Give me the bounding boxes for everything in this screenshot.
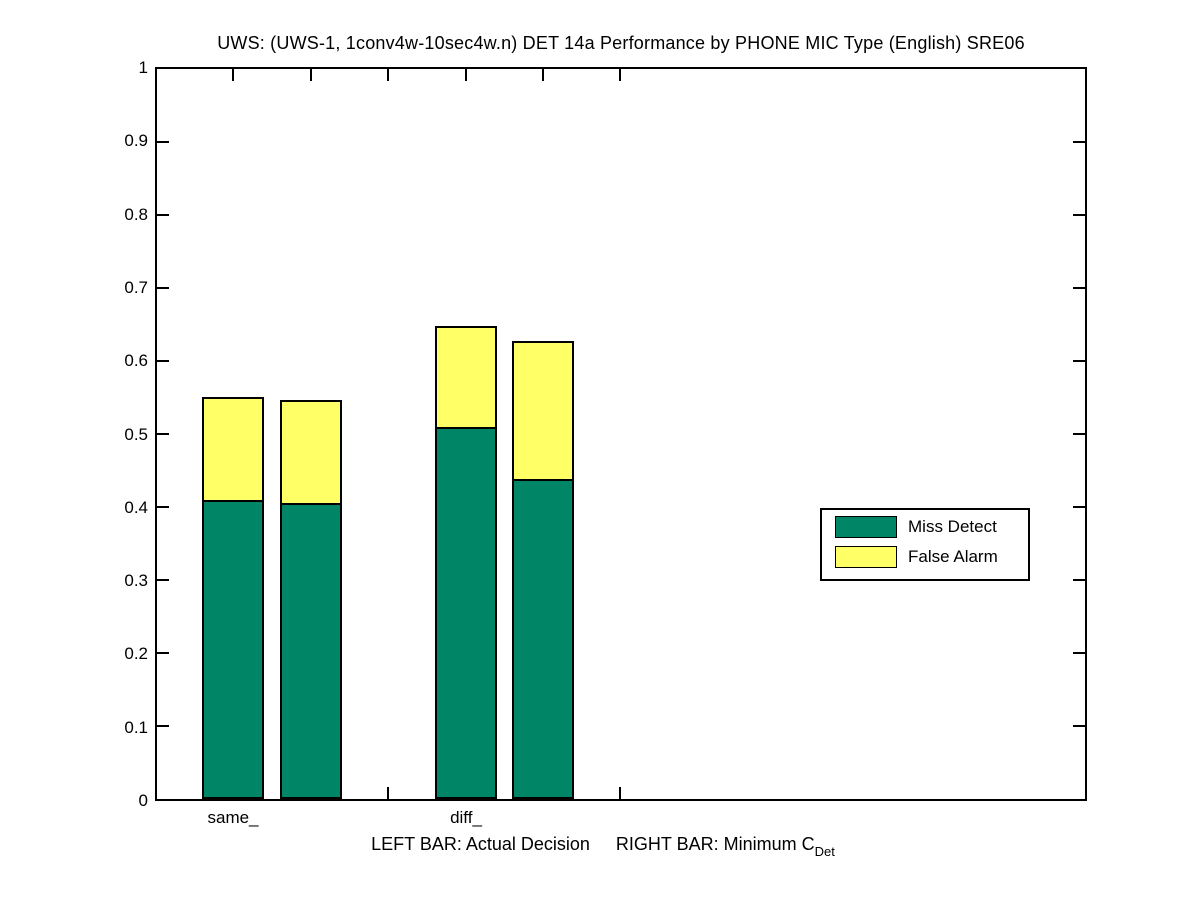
y-tick-label: 0	[138, 791, 148, 810]
y-tick-label: 1	[138, 58, 148, 77]
segment-miss-detect	[514, 479, 572, 797]
y-tick-label: 0.6	[124, 351, 148, 371]
axis-footnote: LEFT BAR: Actual Decision RIGHT BAR: Mini…	[156, 834, 1050, 859]
y-axis-tick-right	[1073, 287, 1085, 289]
x-axis-tick-top	[619, 69, 621, 81]
legend-label-false-alarm: False Alarm	[908, 547, 998, 566]
legend-label-miss-detect: Miss Detect	[908, 517, 997, 536]
y-axis-tick-right	[1073, 141, 1085, 143]
y-tick-label: 0.1	[124, 717, 148, 737]
x-axis-tick-top	[232, 69, 234, 81]
y-tick-label: 0.5	[124, 424, 148, 444]
y-axis-tick-right	[1073, 433, 1085, 435]
y-axis-tick-left	[157, 214, 169, 216]
y-axis-tick-left	[157, 433, 169, 435]
footnote-left-bar-text: LEFT BAR: Actual Decision	[371, 834, 590, 854]
y-axis-tick-left	[157, 360, 169, 362]
y-tick-label: 0.7	[124, 277, 148, 297]
y-axis-tick-left	[157, 141, 169, 143]
y-axis-tick-right	[1073, 725, 1085, 727]
x-axis-tick-top	[465, 69, 467, 81]
legend-swatch-false-alarm	[835, 546, 897, 568]
x-axis-tick-top	[387, 69, 389, 81]
y-axis-tick-left	[157, 725, 169, 727]
segment-miss-detect	[437, 427, 495, 797]
bar-same-minimum-c-det	[280, 400, 342, 799]
y-tick-label: 0.2	[124, 644, 148, 664]
y-axis-tick-right	[1073, 214, 1085, 216]
x-axis-tick-bottom	[387, 787, 389, 799]
y-tick-label: 0.4	[124, 497, 148, 517]
x-axis-tick-top	[310, 69, 312, 81]
legend-swatch-miss-detect	[835, 516, 897, 538]
y-axis-tick-right	[1073, 360, 1085, 362]
y-axis-tick-right	[1073, 579, 1085, 581]
segment-miss-detect	[282, 503, 340, 797]
footnote-right-bar-text: RIGHT BAR: Minimum C	[615, 834, 815, 854]
y-axis-tick-left	[157, 579, 169, 581]
y-axis-tick-left	[157, 652, 169, 654]
bar-same-actual-decision	[202, 397, 264, 799]
bar-diff-actual-decision	[435, 326, 497, 799]
x-axis-tick-bottom	[619, 787, 621, 799]
legend: Miss Detect False Alarm	[820, 508, 1030, 581]
y-tick-label: 0.3	[124, 571, 148, 591]
segment-miss-detect	[204, 500, 262, 797]
y-tick-label: 0.9	[124, 131, 148, 151]
x-tick-label-same: same_	[207, 808, 259, 827]
chart-title: UWS: (UWS-1, 1conv4w-10sec4w.n) DET 14a …	[217, 33, 1025, 53]
y-axis-tick-left	[157, 506, 169, 508]
bar-diff-minimum-c-det	[512, 341, 574, 799]
footnote-right-subscript: Det	[814, 844, 835, 859]
y-axis-tick-left	[157, 287, 169, 289]
y-axis-tick-right	[1073, 652, 1085, 654]
y-tick-label: 0.8	[124, 204, 148, 224]
plot-area: Miss Detect False Alarm	[155, 67, 1087, 801]
y-axis-tick-right	[1073, 506, 1085, 508]
x-tick-label-diff: diff_	[450, 808, 482, 827]
x-axis-tick-top	[542, 69, 544, 81]
